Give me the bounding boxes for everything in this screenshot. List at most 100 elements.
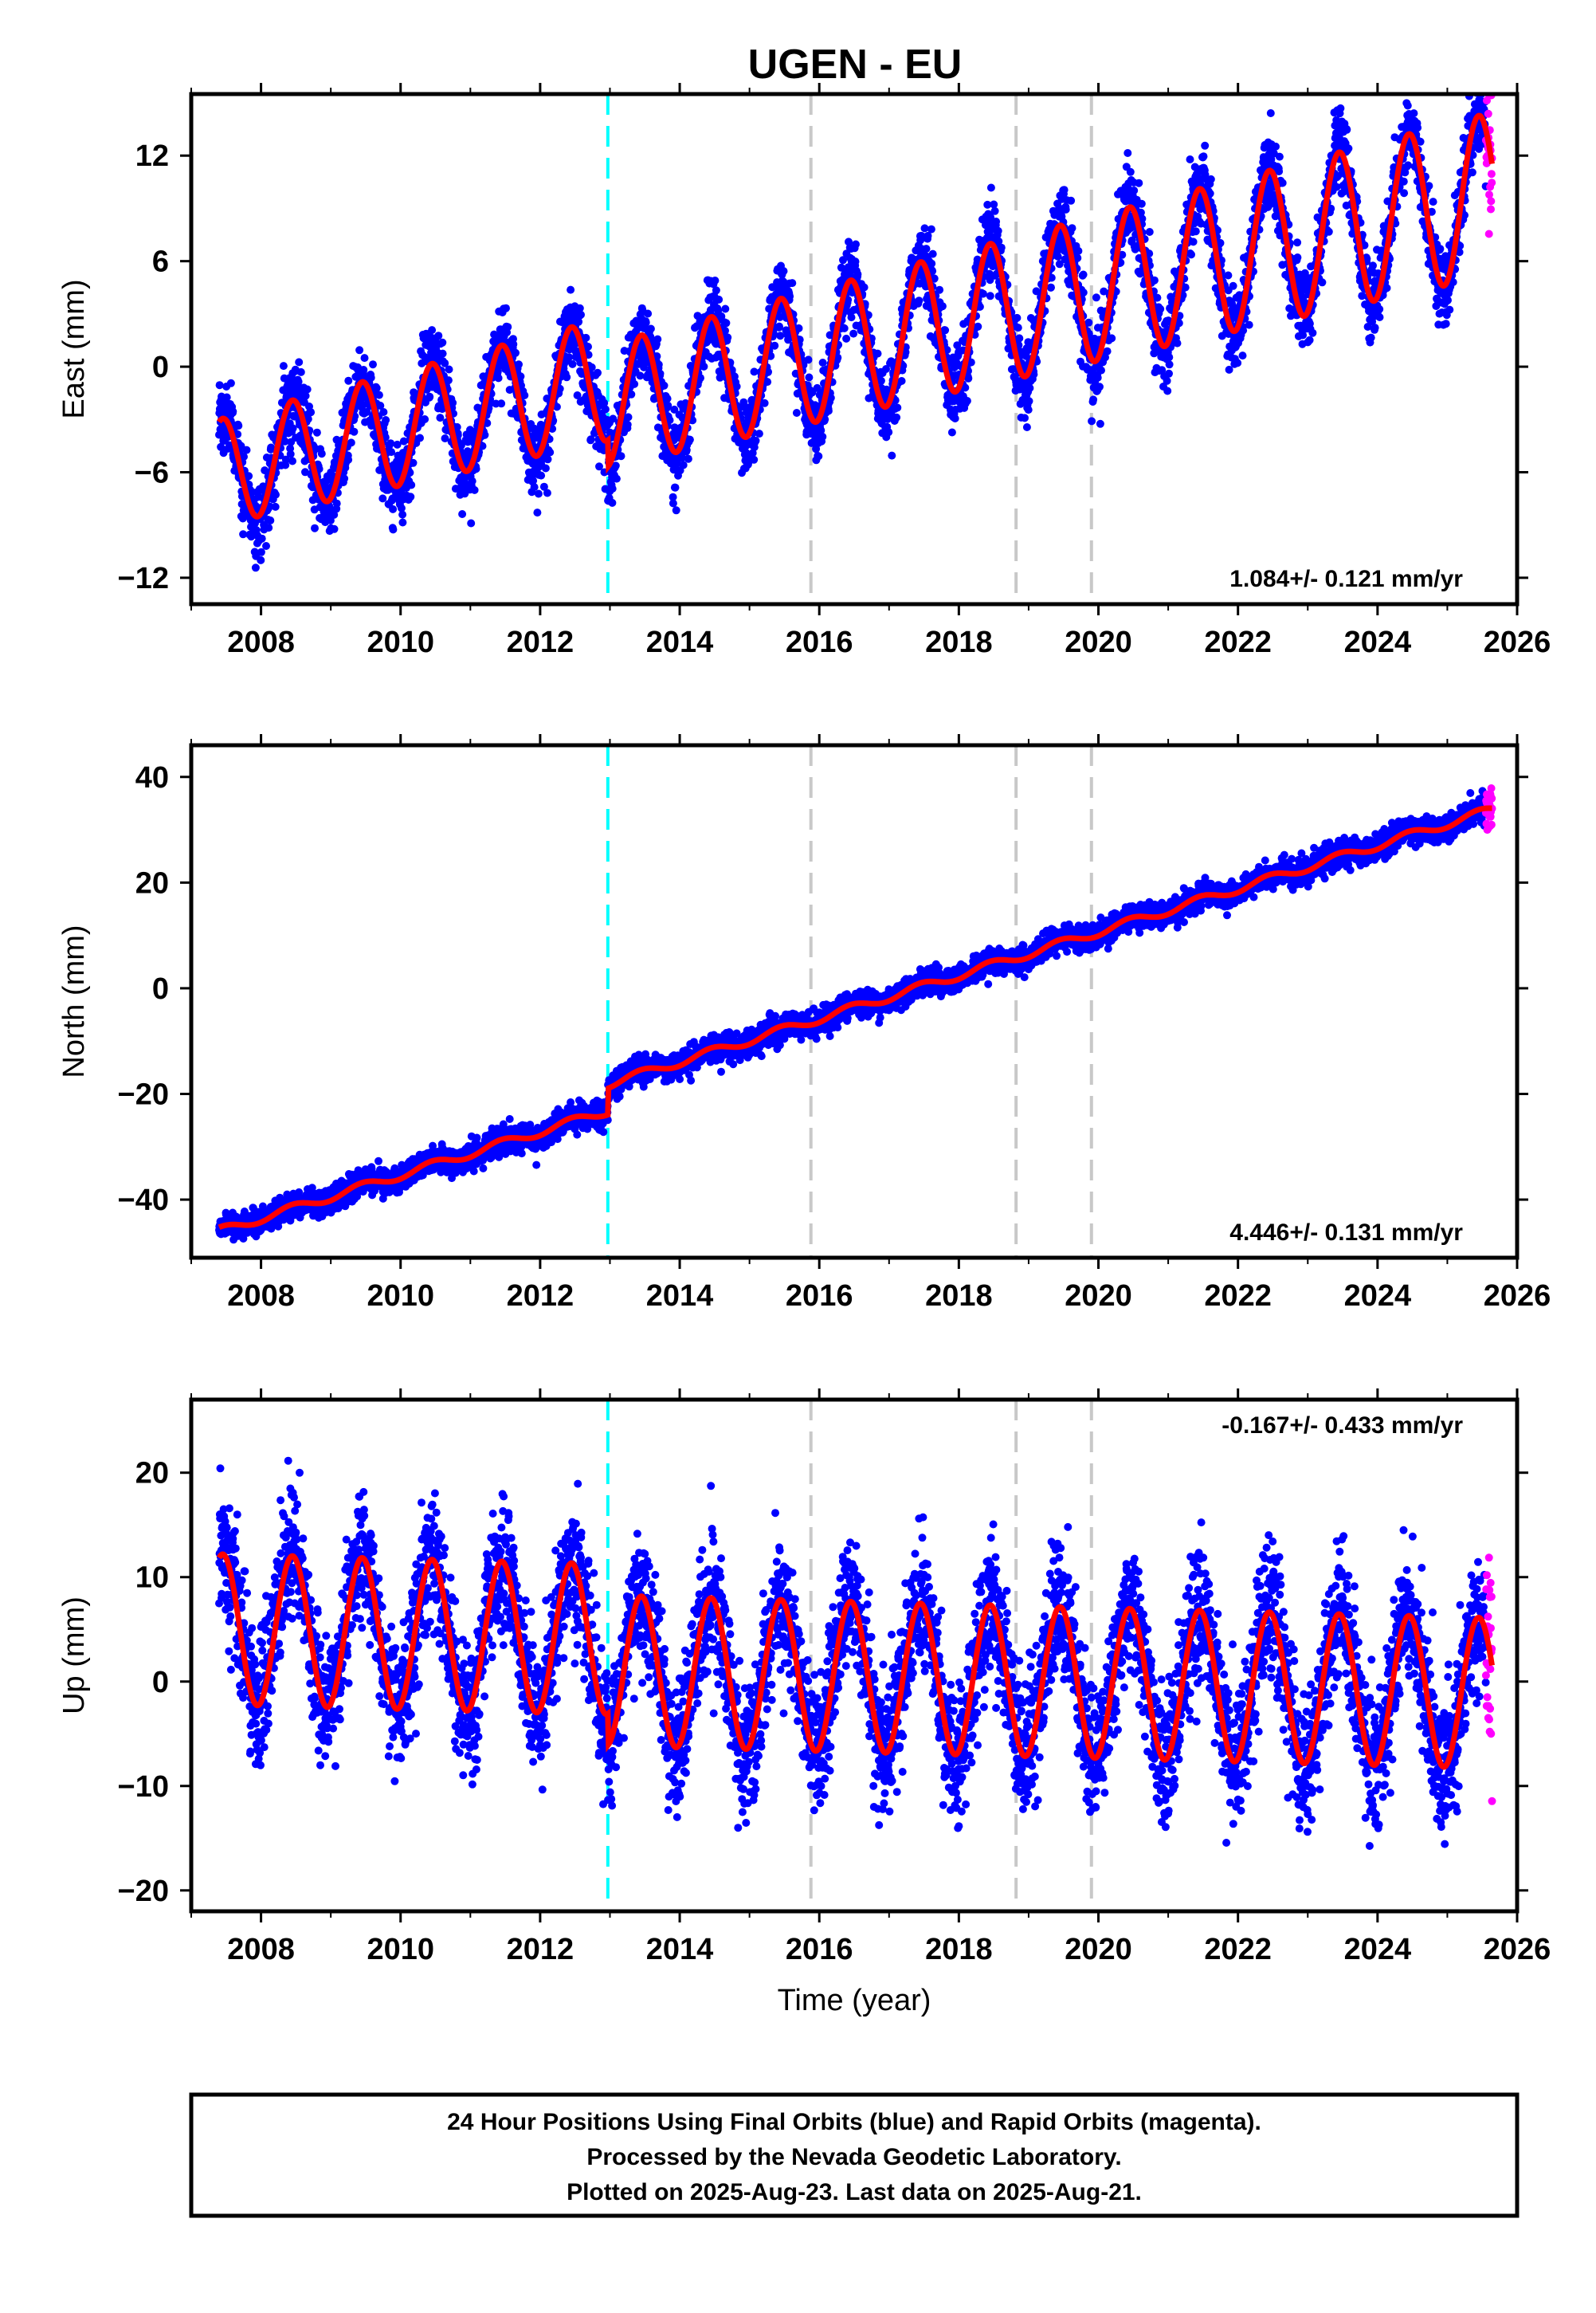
final-point: [951, 414, 959, 422]
final-point: [1061, 205, 1070, 214]
final-point: [1096, 419, 1104, 428]
final-point: [963, 397, 971, 405]
final-point: [478, 442, 487, 450]
final-point: [584, 343, 592, 351]
final-point: [281, 455, 290, 464]
final-point: [279, 362, 288, 371]
final-point: [840, 324, 849, 332]
final-point: [1375, 313, 1384, 321]
final-point: [1093, 373, 1102, 382]
final-point: [779, 267, 788, 276]
final-point: [286, 450, 295, 458]
final-point: [717, 312, 726, 320]
final-point: [311, 524, 319, 532]
final-point: [530, 483, 539, 492]
final-point: [751, 436, 760, 445]
final-point: [543, 455, 552, 464]
final-point: [1224, 271, 1233, 280]
final-point: [555, 384, 564, 393]
final-point: [565, 353, 574, 362]
final-point: [947, 428, 956, 437]
final-point: [1305, 336, 1314, 344]
final-point: [892, 413, 901, 422]
final-point: [271, 502, 280, 511]
final-point: [1015, 334, 1024, 343]
final-point: [600, 399, 609, 407]
final-point: [640, 363, 649, 371]
final-point: [1103, 347, 1112, 355]
final-point: [239, 530, 248, 539]
final-point: [257, 548, 265, 556]
final-point: [1089, 395, 1098, 404]
final-point: [1344, 144, 1353, 153]
final-point: [986, 292, 994, 300]
final-point: [386, 439, 395, 448]
final-point: [393, 440, 402, 449]
final-point: [265, 502, 274, 511]
final-point: [1067, 196, 1076, 205]
final-point: [1163, 376, 1171, 385]
final-point: [529, 477, 538, 485]
final-point: [1371, 324, 1379, 332]
final-point: [399, 437, 408, 446]
final-point: [466, 426, 474, 434]
final-point: [992, 218, 1001, 226]
final-point: [539, 482, 548, 491]
final-point: [623, 420, 632, 429]
final-point: [304, 414, 312, 423]
final-point: [1130, 187, 1139, 194]
final-point: [805, 373, 814, 382]
final-point: [441, 359, 449, 367]
final-point: [332, 499, 341, 508]
final-point: [533, 509, 542, 517]
final-point: [502, 304, 510, 312]
final-point: [685, 435, 694, 444]
final-point: [670, 405, 679, 414]
final-point: [941, 326, 950, 335]
final-point: [330, 510, 339, 519]
final-point: [1293, 238, 1302, 247]
final-point: [986, 183, 995, 192]
final-point: [509, 340, 518, 348]
final-point: [344, 455, 353, 464]
final-point: [979, 289, 987, 298]
final-point: [389, 525, 398, 534]
final-point: [434, 332, 443, 340]
final-point: [359, 366, 368, 374]
final-point: [1206, 175, 1215, 183]
final-point: [1022, 423, 1031, 431]
final-point: [938, 302, 947, 311]
final-point: [347, 438, 355, 447]
final-point: [350, 427, 359, 436]
final-point: [818, 359, 827, 367]
final-point: [307, 408, 316, 417]
final-point: [1324, 227, 1333, 236]
final-point: [436, 414, 445, 422]
final-point: [1024, 406, 1033, 414]
final-point: [378, 494, 387, 503]
final-point: [266, 516, 275, 524]
final-point: [301, 468, 309, 477]
final-point: [935, 285, 944, 294]
final-point: [537, 471, 546, 480]
final-point: [849, 329, 858, 338]
final-point: [406, 493, 415, 501]
final-point: [472, 465, 480, 473]
final-point: [617, 452, 625, 461]
final-point: [577, 310, 585, 319]
final-point: [665, 416, 674, 425]
final-point: [586, 435, 595, 444]
final-point: [641, 318, 650, 327]
final-point: [873, 349, 882, 358]
final-point: [700, 362, 708, 371]
final-point: [788, 279, 797, 288]
final-point: [240, 453, 248, 461]
final-point: [1096, 383, 1104, 391]
final-point: [1266, 109, 1275, 117]
final-point: [340, 474, 349, 483]
final-point: [755, 430, 763, 438]
final-point: [888, 451, 896, 460]
final-point: [441, 434, 449, 442]
final-point: [374, 391, 383, 399]
